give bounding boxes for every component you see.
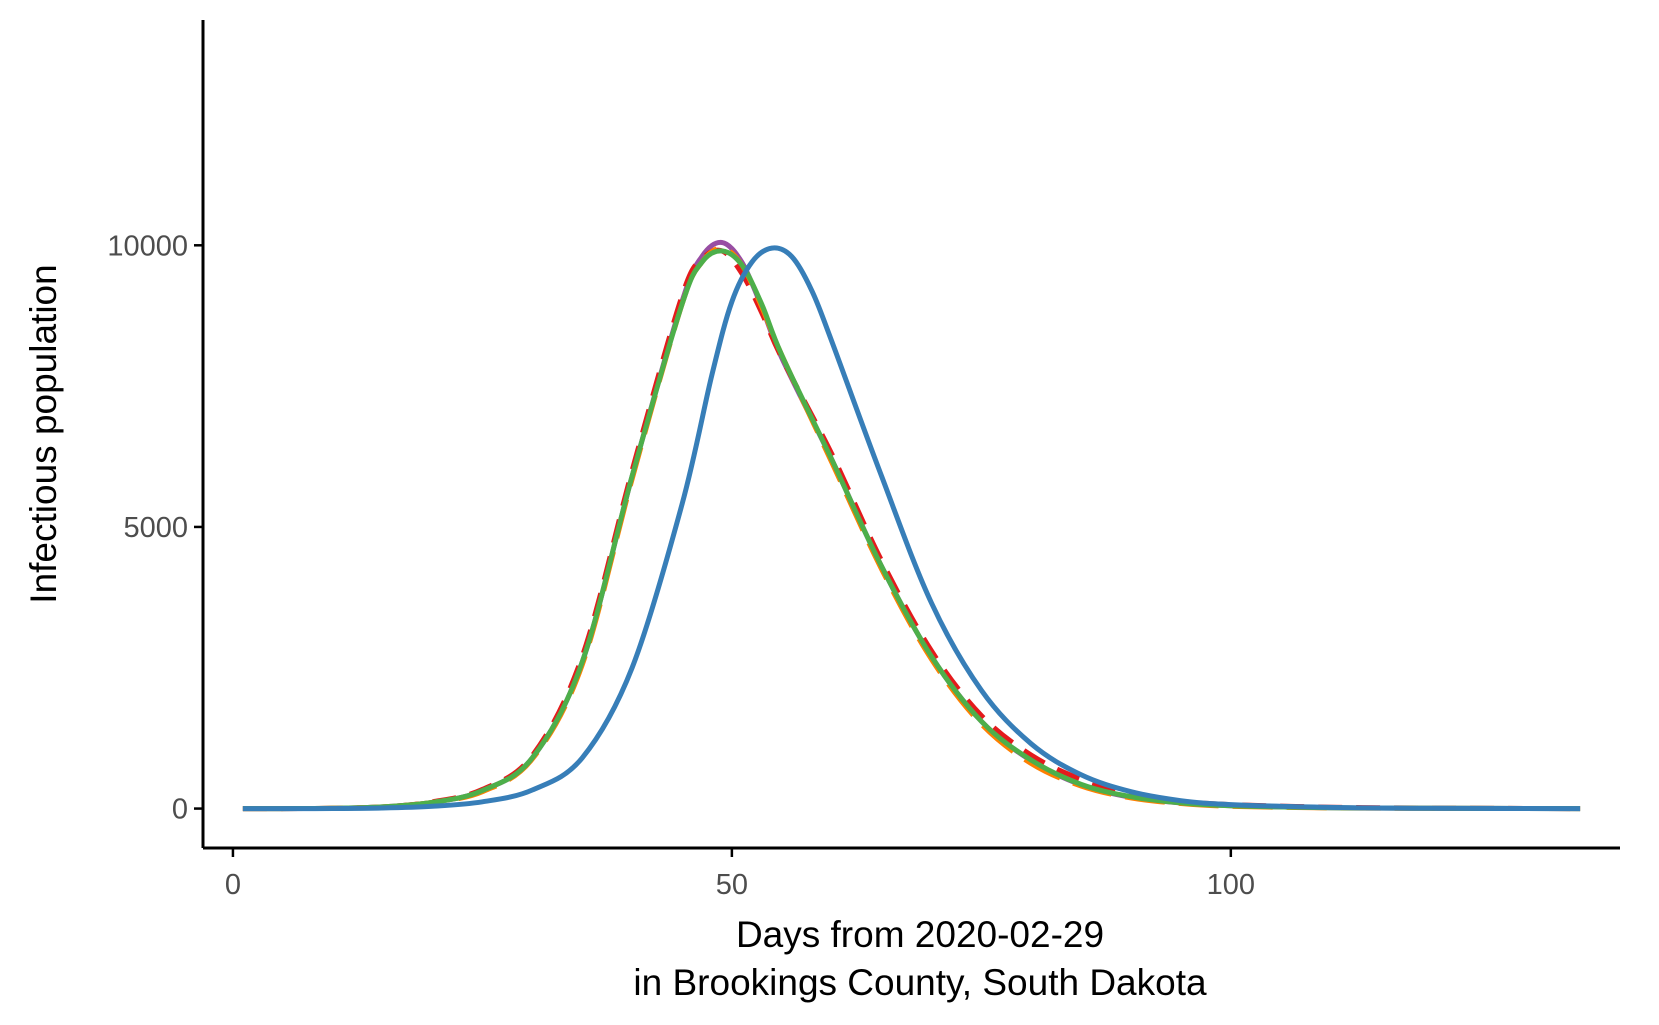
series-line-1 <box>242 239 1581 812</box>
x-axis-title-line1: Days from 2020-02-29 <box>736 914 1104 955</box>
y-tick-label: 10000 <box>107 230 188 262</box>
series-line-4 <box>242 248 1581 812</box>
y-ticks: 0 5000 10000 <box>107 230 203 826</box>
y-tick-label: 5000 <box>123 512 188 544</box>
x-axis-title-line2: in Brookings County, South Dakota <box>633 962 1207 1003</box>
x-tick-label: 50 <box>716 869 748 901</box>
x-ticks: 0 50 100 <box>225 848 1255 901</box>
x-tick-label: 100 <box>1207 869 1255 901</box>
y-axis-title: Infectious population <box>23 264 64 603</box>
series-line-5 <box>242 245 1581 812</box>
y-tick-label: 0 <box>172 794 188 826</box>
series-line-2 <box>242 247 1581 812</box>
series-line-3 <box>242 245 1581 812</box>
axes <box>201 20 1620 850</box>
plot-series <box>242 239 1581 812</box>
x-tick-label: 0 <box>225 869 241 901</box>
